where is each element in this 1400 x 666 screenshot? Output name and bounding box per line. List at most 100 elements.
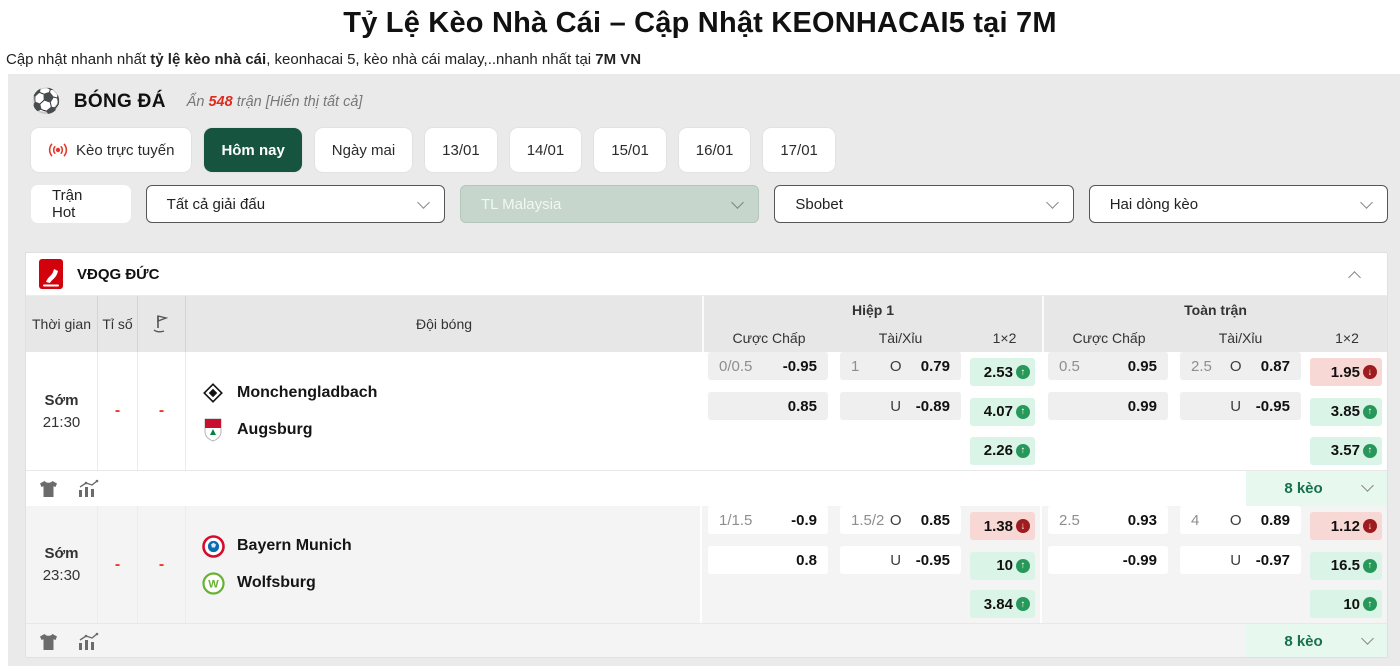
subtitle-text: Cập nhật nhanh nhất: [6, 51, 151, 68]
x12-odd: 3.84: [983, 595, 1013, 613]
league-filter-dropdown[interactable]: Tất cả giải đấu: [145, 185, 445, 223]
ou-line: 2.5: [1191, 357, 1212, 375]
odds-ft-1x2-away[interactable]: 3.85: [1310, 397, 1382, 426]
line-mode-dropdown[interactable]: Hai dòng kèo: [1088, 185, 1389, 223]
tab-date-14-01[interactable]: 14/01: [509, 128, 582, 172]
odds-h1-1x2-away[interactable]: 10: [970, 551, 1035, 580]
odds-h1-1x2-draw[interactable]: 2.26: [970, 436, 1035, 465]
odds-format-dropdown[interactable]: TL Malaysia: [460, 185, 760, 223]
match-time-value: 23:30: [42, 567, 81, 584]
ou-odd: 0.85: [920, 511, 950, 529]
odds-ft-under[interactable]: U -0.95: [1180, 392, 1301, 420]
svg-text:W: W: [208, 578, 219, 590]
odds-ft-handicap-home[interactable]: 0.5 0.95: [1048, 352, 1168, 380]
match-row-monchengladbach-augsburg: Sớm 21:30 - - Monchengladbach Augsburg: [26, 352, 1387, 470]
trend-up-icon: [1363, 404, 1377, 419]
odds-ft-1x2-home[interactable]: 1.12: [1310, 512, 1382, 540]
collapse-league-chevron-up-icon[interactable]: [1348, 271, 1361, 284]
tab-date-16-01[interactable]: 16/01: [678, 128, 751, 172]
handicap-odd: 0.95: [1127, 357, 1157, 375]
odds-ft-over[interactable]: 4 O 0.89: [1180, 506, 1301, 534]
corner-flag-icon: [153, 315, 169, 333]
tab-today[interactable]: Hôm nay: [204, 128, 302, 172]
team-logo-bayern-munich: [201, 534, 225, 558]
bookmaker-dropdown[interactable]: Sbobet: [774, 185, 1074, 223]
odds-ft-handicap-away[interactable]: -0.99: [1048, 546, 1168, 574]
filter-bar: Trận Hot Tất cả giải đấu TL Malaysia Sbo…: [25, 185, 1389, 223]
odds-h1-handicap-away[interactable]: 0.8: [708, 546, 828, 574]
ou-odd: 0.79: [920, 357, 950, 375]
match-score: -: [98, 506, 138, 623]
match-footer: 8 kèo: [26, 623, 1387, 657]
odds-h1-under[interactable]: U -0.95: [840, 546, 961, 574]
header-ft-handicap: Cược Chấp: [1042, 324, 1174, 352]
sport-title: BÓNG ĐÁ: [73, 91, 166, 112]
odds-h1-1x2-draw[interactable]: 3.84: [970, 590, 1035, 618]
handicap-odd: 0.85: [787, 397, 817, 415]
ou-odd: -0.95: [1255, 397, 1290, 415]
ou-line: 1: [851, 357, 860, 375]
stats-chart-icon[interactable]: [77, 632, 99, 651]
tab-tomorrow[interactable]: Ngày mai: [314, 128, 413, 172]
odds-ft-handicap-away[interactable]: 0.99: [1048, 392, 1168, 420]
tab-date-13-01[interactable]: 13/01: [425, 128, 497, 172]
more-odds-expander[interactable]: 8 kèo: [1246, 471, 1387, 506]
ou-line: 4: [1191, 511, 1200, 529]
chevron-down-icon: [1361, 632, 1374, 645]
corner-dash: -: [158, 402, 165, 419]
odds-ft-handicap-home[interactable]: 2.5 0.93: [1048, 506, 1168, 534]
away-team-name: Augsburg: [237, 420, 313, 438]
header-ft-1x2: 1×2: [1335, 330, 1359, 346]
hot-matches-button[interactable]: Trận Hot: [31, 185, 131, 223]
odds-h1-1x2-home[interactable]: 1.38: [970, 512, 1035, 540]
chevron-down-icon: [417, 195, 430, 209]
sport-bar: ⚽ BÓNG ĐÁ Ẩn 548 trận [Hiển thị tất cả]: [25, 74, 1388, 122]
home-team[interactable]: Bayern Munich: [201, 534, 700, 558]
match-time-value: 21:30: [42, 413, 81, 431]
odds-h1-under[interactable]: U -0.89: [840, 392, 961, 420]
tab-live-odds[interactable]: Kèo trực tuyến: [31, 128, 192, 172]
lineup-jersey-icon[interactable]: [39, 633, 58, 651]
league-header[interactable]: VĐQG ĐỨC: [26, 253, 1387, 296]
ou-odd: -0.89: [915, 397, 950, 415]
subtitle-text-2: , keonhacai 5, kèo nhà cái malay,..nhanh…: [266, 51, 596, 68]
odds-h1-handicap-away[interactable]: 0.85: [708, 392, 828, 420]
tab-date-17-01[interactable]: 17/01: [763, 128, 835, 172]
teams-cell: Monchengladbach Augsburg: [186, 352, 702, 470]
main-panel: ⚽ BÓNG ĐÁ Ẩn 548 trận [Hiển thị tất cả] …: [8, 74, 1400, 666]
odds-h1-over[interactable]: 1 O 0.79: [840, 352, 961, 380]
odds-ft-under[interactable]: U -0.97: [1180, 546, 1301, 574]
odds-h1-1x2-home[interactable]: 2.53: [970, 358, 1035, 386]
line-mode-value: Hai dòng kèo: [1109, 195, 1199, 213]
home-team[interactable]: Monchengladbach: [201, 381, 700, 405]
lineup-jersey-icon[interactable]: [39, 480, 58, 498]
odds-ft-over[interactable]: 2.5 O 0.87: [1180, 352, 1301, 380]
odds-ft-1x2-draw[interactable]: 10: [1310, 590, 1382, 618]
trend-up-icon: [1016, 365, 1030, 379]
away-team[interactable]: W Wolfsburg: [201, 571, 700, 595]
corner-dash: -: [158, 555, 165, 573]
odds-h1-handicap-home[interactable]: 1/1.5 -0.9: [708, 506, 828, 534]
tab-date-label: 15/01: [611, 141, 649, 159]
more-odds-expander[interactable]: 8 kèo: [1246, 624, 1387, 657]
live-signal-icon: [48, 143, 68, 157]
odds-h1-handicap-home[interactable]: 0/0.5 -0.95: [708, 352, 828, 380]
odds-ft-1x2-away[interactable]: 16.5: [1310, 551, 1382, 580]
tab-date-label: 17/01: [780, 141, 818, 159]
odds-h1-1x2-away[interactable]: 4.07: [970, 397, 1035, 426]
odds-ft-1x2-draw[interactable]: 3.57: [1310, 436, 1382, 465]
ou-side: U: [890, 397, 902, 415]
odds-ft-1x2-home[interactable]: 1.95: [1310, 358, 1382, 386]
match-corners: -: [138, 352, 186, 470]
hidden-matches-toggle[interactable]: Ẩn 548 trận [Hiển thị tất cả]: [187, 94, 363, 110]
ou-side: U: [890, 551, 902, 569]
stats-chart-icon[interactable]: [77, 479, 99, 498]
away-team[interactable]: Augsburg: [201, 418, 700, 442]
handicap-line: 0/0.5: [719, 357, 753, 375]
odds-h1-over[interactable]: 1.5/2 O 0.85: [840, 506, 961, 534]
match-time: Sớm 21:30: [26, 352, 98, 470]
trend-up-icon: [1016, 404, 1030, 419]
header-h1-1x2: 1×2: [992, 330, 1017, 346]
handicap-line: 0.5: [1059, 357, 1080, 375]
tab-date-15-01[interactable]: 15/01: [594, 128, 666, 172]
